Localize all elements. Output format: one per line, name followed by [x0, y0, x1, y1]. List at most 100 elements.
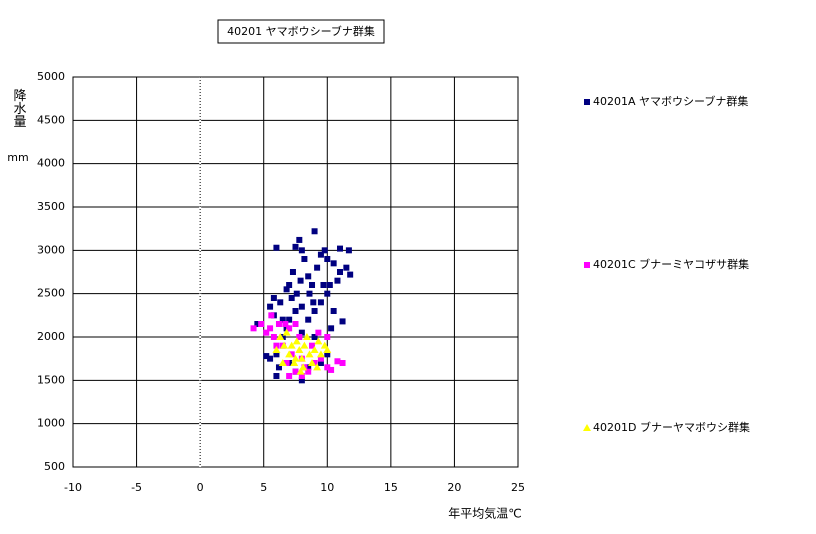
- point: [311, 334, 318, 340]
- point: [301, 256, 308, 262]
- point: [326, 282, 333, 288]
- point: [278, 359, 287, 366]
- point: [298, 329, 305, 336]
- point: [283, 286, 290, 293]
- y-tick-label: 5000: [37, 70, 65, 83]
- point: [291, 354, 300, 362]
- x-tick-label: 5: [260, 481, 267, 494]
- point: [302, 333, 311, 340]
- point: [328, 325, 335, 332]
- point: [268, 312, 275, 319]
- point: [286, 282, 293, 288]
- point: [305, 368, 312, 375]
- point: [321, 247, 328, 254]
- point: [287, 341, 296, 349]
- point: [286, 373, 293, 379]
- point: [347, 271, 354, 278]
- legend-marker: [584, 262, 590, 268]
- point: [296, 236, 303, 243]
- point: [297, 354, 306, 362]
- point: [324, 351, 331, 358]
- point: [311, 308, 318, 314]
- point: [297, 277, 304, 284]
- point: [276, 333, 285, 340]
- y-axis-label: 降水量: [11, 89, 27, 128]
- point: [324, 290, 331, 297]
- point: [283, 360, 290, 366]
- point: [337, 245, 343, 252]
- point: [273, 244, 280, 251]
- point: [275, 364, 282, 371]
- point: [273, 373, 280, 379]
- point: [292, 321, 299, 327]
- point: [308, 359, 317, 366]
- legend-label: 40201C ブナーミヤコザサ群集: [593, 257, 749, 271]
- y-tick-label: 1500: [37, 373, 65, 386]
- point: [309, 282, 316, 288]
- point: [311, 228, 318, 235]
- point: [296, 367, 305, 375]
- point: [273, 351, 280, 358]
- point: [286, 316, 293, 323]
- point: [306, 290, 313, 297]
- point: [324, 364, 331, 371]
- y-tick-label: 3000: [37, 243, 65, 256]
- point: [310, 299, 317, 306]
- x-tick-label: 25: [511, 481, 525, 494]
- x-tick-label: 20: [447, 481, 461, 494]
- y-tick-label: 4500: [37, 113, 65, 126]
- point: [270, 295, 277, 301]
- point: [330, 308, 337, 314]
- point: [267, 325, 274, 332]
- y-tick-label: 2000: [37, 330, 65, 343]
- title-box: [217, 19, 385, 44]
- point: [288, 295, 295, 301]
- point: [334, 277, 341, 284]
- y-axis-unit: mm: [7, 151, 28, 164]
- point: [320, 282, 327, 288]
- point: [343, 264, 350, 271]
- x-tick-label: -5: [131, 481, 142, 494]
- point: [313, 363, 322, 371]
- point: [300, 341, 309, 349]
- x-tick-label: -10: [64, 481, 82, 494]
- point: [282, 321, 289, 327]
- legend-label: 40201A ヤマボウシーブナ群集: [593, 94, 748, 108]
- x-tick-label: 0: [197, 481, 204, 494]
- point: [290, 359, 299, 366]
- x-tick-label: 15: [384, 481, 398, 494]
- point: [282, 328, 291, 336]
- point: [305, 273, 312, 280]
- point: [311, 360, 318, 366]
- point: [305, 364, 312, 371]
- point: [277, 299, 284, 306]
- y-tick-label: 4000: [37, 157, 65, 170]
- point: [298, 373, 305, 379]
- point: [263, 329, 270, 336]
- point: [320, 341, 329, 349]
- point: [288, 351, 295, 358]
- point: [292, 308, 299, 314]
- point: [272, 346, 281, 353]
- point: [267, 355, 274, 362]
- point: [314, 337, 323, 345]
- x-tick-label: 10: [320, 481, 334, 494]
- point: [305, 350, 314, 358]
- point: [263, 353, 270, 360]
- point: [279, 316, 286, 323]
- chart-title: 40201 ヤマボウシーブナ群集: [227, 24, 375, 38]
- legend-marker: [584, 99, 590, 105]
- legend-marker: [583, 424, 591, 431]
- point: [293, 290, 300, 297]
- point: [324, 256, 331, 262]
- point: [314, 264, 321, 271]
- point: [299, 363, 308, 371]
- point: [292, 337, 301, 345]
- point: [334, 358, 341, 365]
- point: [339, 360, 346, 366]
- point: [317, 360, 324, 366]
- legend-label: 40201D ブナーヤマボウシ群集: [593, 420, 750, 434]
- y-tick-label: 1000: [37, 417, 65, 430]
- point: [337, 269, 343, 275]
